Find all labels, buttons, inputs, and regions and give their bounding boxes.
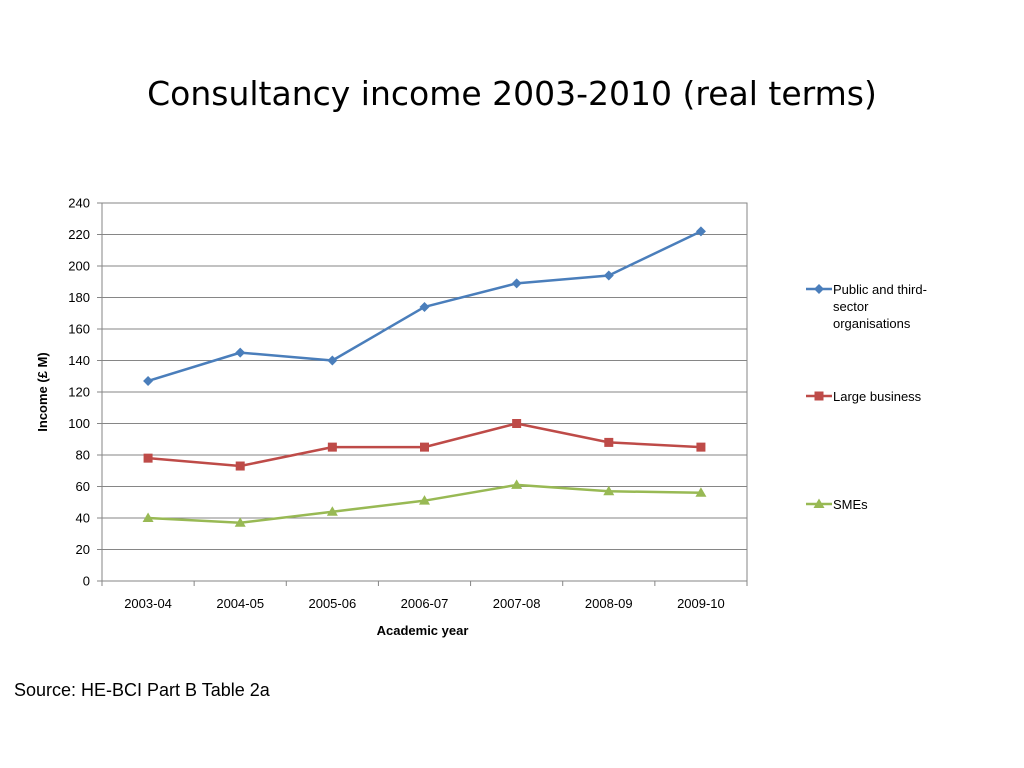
y-tick-label: 100 bbox=[68, 416, 90, 431]
data-point bbox=[143, 375, 154, 386]
x-tick-label: 2005-06 bbox=[308, 596, 356, 611]
x-axis-title: Academic year bbox=[377, 623, 469, 638]
y-axis-title: Income (£ M) bbox=[35, 352, 50, 431]
data-point bbox=[512, 419, 522, 428]
data-point bbox=[419, 495, 430, 505]
data-point bbox=[143, 453, 153, 463]
legend-label: SMEs bbox=[833, 497, 868, 512]
data-point bbox=[235, 347, 246, 358]
x-axis-ticks: 2003-04 2004-05 2005-06 2006-07 2007-08 2008-… bbox=[101, 581, 748, 611]
x-tick-label: 2006-07 bbox=[401, 596, 449, 611]
legend-item-1: Large business bbox=[806, 389, 922, 404]
data-point bbox=[142, 512, 154, 522]
x-tick-label: 2007-08 bbox=[493, 596, 541, 611]
source-note: Source: HE-BCI Part B Table 2a bbox=[14, 680, 270, 700]
y-tick-label: 120 bbox=[68, 385, 90, 400]
legend: Public and third-sector organisations Larg… bbox=[806, 282, 927, 512]
legend-label: organisations bbox=[833, 316, 911, 331]
legend-marker bbox=[814, 391, 824, 401]
y-tick-label: 0 bbox=[83, 574, 90, 589]
gridlines bbox=[102, 202, 747, 582]
data-point bbox=[603, 485, 615, 496]
y-tick-label: 140 bbox=[68, 353, 90, 368]
data-point bbox=[604, 437, 614, 447]
x-tick-label: 2009-10 bbox=[677, 596, 725, 611]
y-tick-label: 160 bbox=[68, 322, 90, 337]
y-tick-label: 80 bbox=[76, 448, 90, 463]
y-axis-ticks: 0 20 40 60 80 100 120 140 160 180 200 220 240 bbox=[68, 196, 102, 589]
y-tick-label: 60 bbox=[76, 479, 90, 494]
x-tick-label: 2003-04 bbox=[124, 596, 172, 611]
y-tick-label: 20 bbox=[76, 542, 90, 557]
series-1 bbox=[143, 419, 706, 471]
y-tick-label: 40 bbox=[76, 511, 90, 526]
legend-item-0: Public and third-sector organisations bbox=[806, 282, 927, 331]
data-point bbox=[326, 506, 338, 516]
data-point bbox=[695, 226, 706, 237]
legend-label: Large business bbox=[833, 389, 922, 404]
series-2 bbox=[142, 479, 707, 527]
y-tick-label: 240 bbox=[68, 196, 90, 211]
legend-marker bbox=[814, 284, 824, 294]
slide-title: Consultancy income 2003-2010 (real terms… bbox=[147, 74, 877, 113]
data-point bbox=[603, 270, 614, 281]
data-point bbox=[511, 278, 522, 289]
data-point bbox=[696, 442, 706, 452]
legend-item-2: SMEs bbox=[806, 497, 868, 512]
legend-label: Public and third- bbox=[833, 282, 927, 297]
x-tick-label: 2008-09 bbox=[585, 596, 633, 611]
legend-marker bbox=[813, 498, 825, 508]
y-tick-label: 200 bbox=[68, 259, 90, 274]
series-lines bbox=[142, 226, 707, 527]
data-point bbox=[511, 479, 523, 489]
data-point bbox=[695, 487, 707, 497]
data-point bbox=[420, 442, 429, 452]
y-tick-label: 220 bbox=[68, 227, 90, 242]
data-point bbox=[234, 517, 246, 527]
legend-label: sector bbox=[833, 299, 869, 314]
series-0 bbox=[143, 226, 706, 386]
data-point bbox=[235, 461, 245, 471]
x-tick-label: 2004-05 bbox=[216, 596, 264, 611]
y-tick-label: 180 bbox=[68, 290, 90, 305]
data-point bbox=[327, 442, 337, 452]
data-point bbox=[419, 301, 430, 312]
data-point bbox=[327, 355, 338, 366]
